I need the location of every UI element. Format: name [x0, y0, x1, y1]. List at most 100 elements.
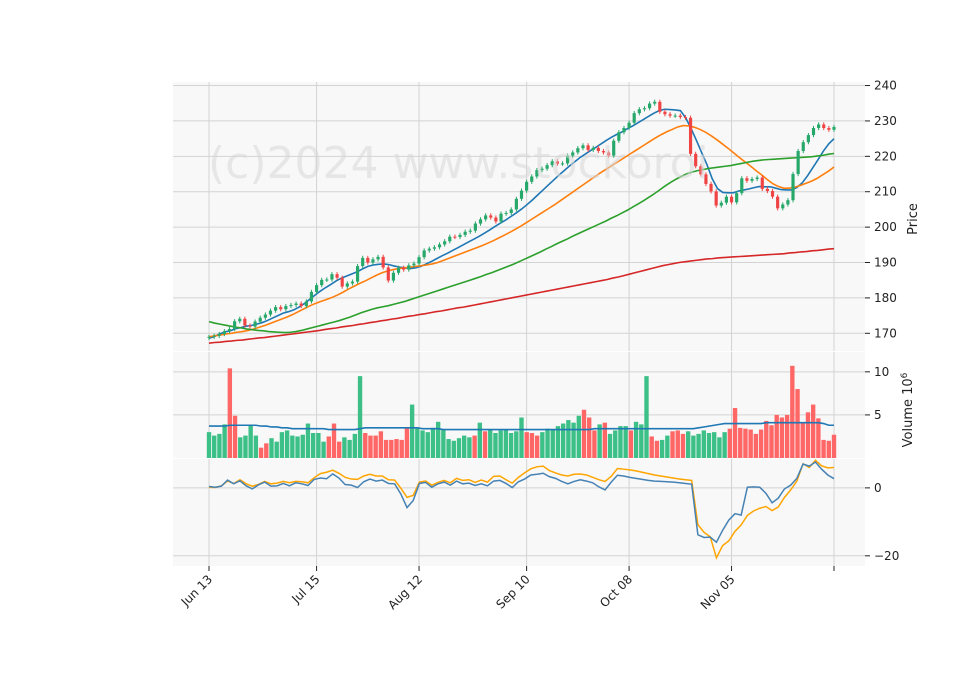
candlestick-body [243, 318, 247, 326]
candlestick-body [596, 147, 600, 152]
candlestick [468, 228, 472, 234]
volume-bar [383, 439, 389, 458]
volume-bar [498, 430, 503, 458]
volume-bar [800, 422, 805, 458]
volume-bar [685, 431, 691, 458]
candlestick [647, 101, 652, 111]
volume-bar [628, 430, 634, 458]
candlestick [755, 175, 759, 182]
candlestick [478, 217, 483, 226]
candlestick [678, 113, 682, 120]
candlestick-body [340, 277, 344, 287]
volume-bar [816, 418, 821, 458]
volume-bar [409, 404, 415, 458]
candlestick [694, 151, 698, 169]
candlestick [238, 316, 242, 324]
candlestick [432, 245, 436, 251]
volume-bar [472, 435, 477, 458]
candlestick [827, 125, 831, 132]
candlestick [530, 174, 534, 184]
candlestick [632, 111, 636, 125]
volume-bar [435, 421, 441, 458]
candlestick-body [274, 307, 278, 311]
candlestick-body [355, 266, 360, 282]
candlestick-body [227, 329, 232, 332]
date-tick-label: Aug 12 [385, 572, 425, 612]
candlestick-body [268, 310, 273, 315]
candlestick [832, 124, 836, 132]
volume-bar [555, 426, 561, 458]
candlestick [381, 254, 385, 270]
candlestick [607, 150, 611, 158]
candlestick-body [760, 177, 764, 189]
candlestick-body [284, 306, 288, 310]
volume-bar [217, 433, 222, 458]
candlestick [811, 125, 816, 138]
candlestick-body [376, 256, 380, 260]
candlestick [750, 176, 754, 183]
candlestick [776, 194, 780, 211]
volume-bar [758, 429, 764, 458]
volume-bar [597, 424, 602, 458]
candlestick [320, 277, 324, 288]
volume-bar [790, 365, 795, 458]
candlestick-body [504, 212, 508, 214]
candlestick [796, 148, 800, 177]
candlestick-body [453, 236, 457, 238]
volume-bar [639, 424, 644, 458]
volume-bar [602, 422, 608, 458]
candlestick-body [525, 181, 529, 191]
volume-bar [493, 433, 498, 458]
volume-bar [503, 429, 509, 458]
candlestick [683, 114, 688, 120]
volume-bar [701, 430, 706, 458]
volume-bar [727, 428, 733, 458]
candlestick-body [668, 114, 672, 116]
candlestick [504, 210, 508, 216]
candlestick [642, 106, 647, 112]
candlestick [284, 303, 288, 312]
candlestick [304, 299, 308, 309]
volume-bar [477, 422, 483, 458]
candlestick-body [350, 281, 355, 284]
candlestick-body [642, 108, 647, 110]
volume-bar [446, 439, 451, 458]
candlestick [437, 242, 442, 250]
candlestick-body [653, 101, 657, 104]
volume-bar [373, 435, 378, 458]
candlestick [217, 331, 221, 338]
candlestick-body [673, 115, 677, 117]
candlestick [535, 168, 539, 179]
candlestick [560, 161, 565, 166]
candlestick-body [207, 336, 211, 338]
volume-bar [326, 436, 331, 458]
candlestick-body [822, 124, 826, 129]
candlestick-body [586, 145, 590, 150]
candlestick-body [514, 198, 518, 210]
candlestick-body [637, 109, 641, 114]
candlestick-body [427, 248, 431, 251]
price-ytick-label: 230 [874, 114, 897, 128]
candlestick-body [320, 279, 324, 286]
candlestick [263, 312, 267, 320]
volume-bar [743, 428, 748, 458]
volume-bar [534, 435, 540, 458]
price-axis-label: Price [906, 203, 921, 235]
candlestick [581, 143, 585, 151]
volume-bar [618, 426, 623, 458]
volume-bar [623, 426, 628, 458]
volume-bar [581, 409, 587, 458]
price-ytick-label: 180 [874, 291, 897, 305]
candlestick [627, 120, 631, 131]
candlestick-body [443, 241, 447, 245]
volume-bar [357, 376, 363, 458]
candlestick [422, 248, 426, 260]
candlestick [207, 334, 211, 341]
candlestick [289, 302, 293, 309]
date-tick-label: Nov 05 [698, 572, 738, 612]
volume-bar [529, 433, 535, 458]
candlestick-body [422, 250, 426, 258]
candlestick [227, 326, 232, 334]
volume-bar [607, 433, 613, 458]
